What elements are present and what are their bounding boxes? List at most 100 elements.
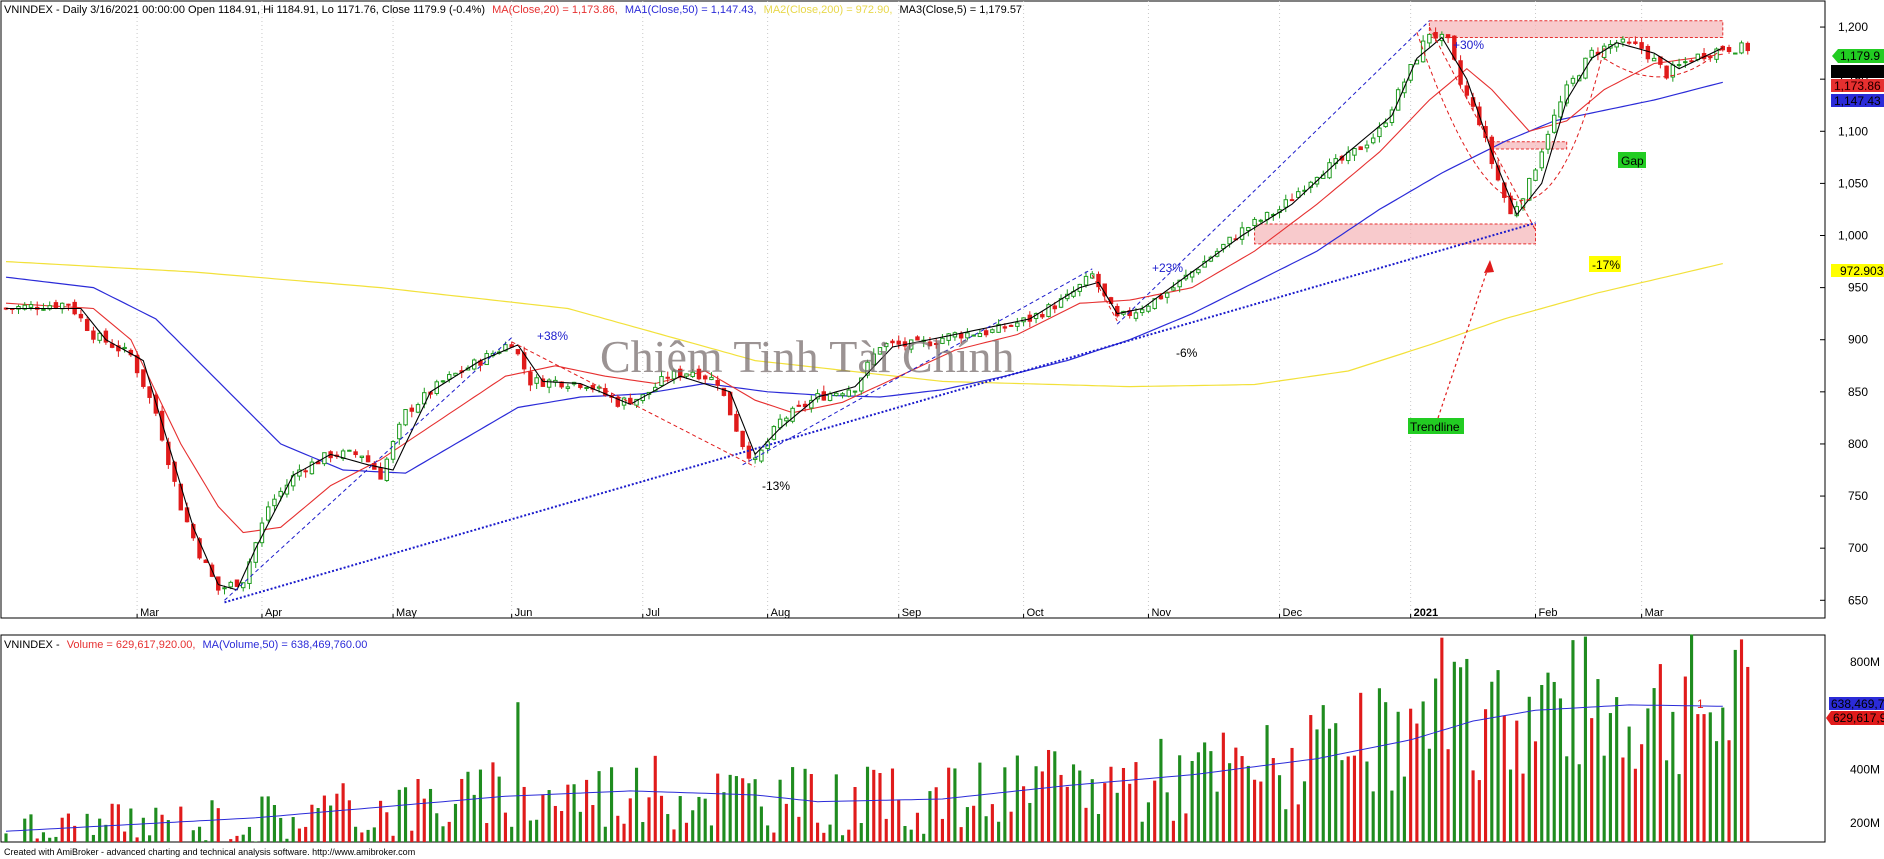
volume-bar: [747, 783, 751, 842]
candle-body: [134, 354, 140, 374]
candle-body: [1252, 218, 1257, 227]
volume-bar: [285, 838, 289, 842]
volume-y-axis: 200M400M600M800M: [1850, 655, 1880, 830]
candle-body: [447, 374, 452, 380]
volume-bar: [816, 822, 820, 842]
candle-body: [159, 410, 165, 441]
price-tag-ma50: 1,147.43: [1831, 94, 1884, 108]
candle-body: [740, 430, 745, 448]
volume-bar: [809, 774, 813, 842]
candle-body: [147, 386, 152, 398]
candle-body: [790, 407, 795, 422]
volume-bar: [535, 819, 539, 842]
month-label: Sep: [902, 607, 922, 619]
volume-bar: [297, 828, 301, 842]
candle-body: [715, 379, 720, 386]
volume-bar: [1434, 678, 1438, 842]
candle-body: [1239, 227, 1245, 240]
volume-bar: [716, 773, 720, 842]
candle-body: [1289, 199, 1295, 202]
volume-bar: [1677, 774, 1681, 842]
candle-body: [871, 353, 876, 365]
candle-body: [197, 538, 202, 559]
candle-body: [1364, 144, 1370, 149]
candle-body: [665, 376, 670, 379]
volume-bar: [1022, 786, 1026, 842]
annotation-up30: +30%: [1453, 38, 1484, 52]
volume-bar: [1490, 681, 1494, 842]
volume-bar: [572, 784, 576, 842]
candle-body: [846, 389, 852, 397]
volume-bar: [597, 771, 601, 842]
month-label: Mar: [1645, 607, 1664, 619]
volume-bars: [4, 634, 1750, 842]
volume-bar: [279, 817, 283, 842]
candle-body: [365, 455, 371, 463]
volume-pane: [0, 634, 1826, 843]
candle-body: [1196, 269, 1201, 274]
ma50-line: [5, 81, 1723, 474]
volume-tick-label: 400M: [1850, 762, 1880, 776]
candle-body: [1052, 305, 1058, 310]
candle-body: [1620, 38, 1626, 43]
candle-body: [746, 445, 752, 459]
volume-bar: [1009, 811, 1013, 842]
candle-body: [1545, 133, 1551, 150]
volume-bar: [1658, 664, 1662, 842]
volume-bar: [1178, 755, 1182, 842]
month-label: Nov: [1151, 607, 1171, 619]
candle-body: [827, 393, 833, 401]
candle-body: [384, 458, 390, 481]
volume-bar: [310, 804, 314, 842]
price-tag-close: 1,179.9: [1832, 49, 1884, 63]
volume-bar: [1302, 781, 1307, 842]
volume-bar: [628, 798, 632, 842]
candle-body: [1489, 136, 1495, 165]
svg-text:629,617,9: 629,617,9: [1833, 711, 1884, 725]
price-tick-label: 1,000: [1838, 229, 1868, 243]
candle-body: [409, 407, 415, 412]
volume-bar: [1621, 757, 1625, 842]
candle-body: [896, 340, 901, 345]
candle-body: [1258, 219, 1264, 222]
volume-bar: [104, 824, 108, 842]
volume-bar: [666, 814, 670, 842]
volume-bar: [54, 836, 58, 842]
candle-body: [390, 441, 396, 460]
candle-body: [890, 340, 895, 344]
volume-bar: [1640, 744, 1644, 842]
candle-body: [1508, 195, 1513, 215]
volume-bar: [272, 805, 277, 842]
volume-bar: [1502, 715, 1506, 842]
volume-bar: [722, 792, 726, 842]
month-label: 2021: [1414, 607, 1438, 619]
candle-body: [453, 372, 458, 376]
candle-body: [1626, 41, 1632, 44]
volume-bar: [385, 812, 389, 842]
volume-bar: [1508, 769, 1513, 842]
candle-body: [1370, 137, 1376, 144]
volume-bar: [634, 767, 639, 842]
candle-body: [1558, 101, 1563, 118]
candle-body: [721, 387, 727, 396]
volume-bar: [1602, 755, 1606, 842]
candle-body: [378, 467, 383, 480]
candle-body: [359, 455, 365, 458]
volume-bar: [1196, 752, 1200, 842]
annotation-gap-bg: [1618, 152, 1646, 168]
volume-bar: [1109, 766, 1113, 842]
volume-bar: [1415, 723, 1419, 842]
volume-bar: [865, 766, 870, 842]
price-y-axis: 6507007508008509009501,0001,0501,1001,15…: [1820, 20, 1868, 607]
volume-bar: [934, 787, 938, 842]
volume-bar: [1209, 751, 1213, 842]
price-tag-ma20: 1,173.86: [1831, 79, 1884, 93]
svg-text:972.903: 972.903: [1840, 264, 1884, 278]
candle-body: [347, 449, 352, 452]
candle-body: [53, 302, 59, 309]
month-label: Feb: [1539, 607, 1558, 619]
candle-body: [540, 378, 546, 387]
month-label: Jun: [515, 607, 533, 619]
volume-bar: [1128, 783, 1132, 842]
volume-bar: [403, 787, 408, 842]
